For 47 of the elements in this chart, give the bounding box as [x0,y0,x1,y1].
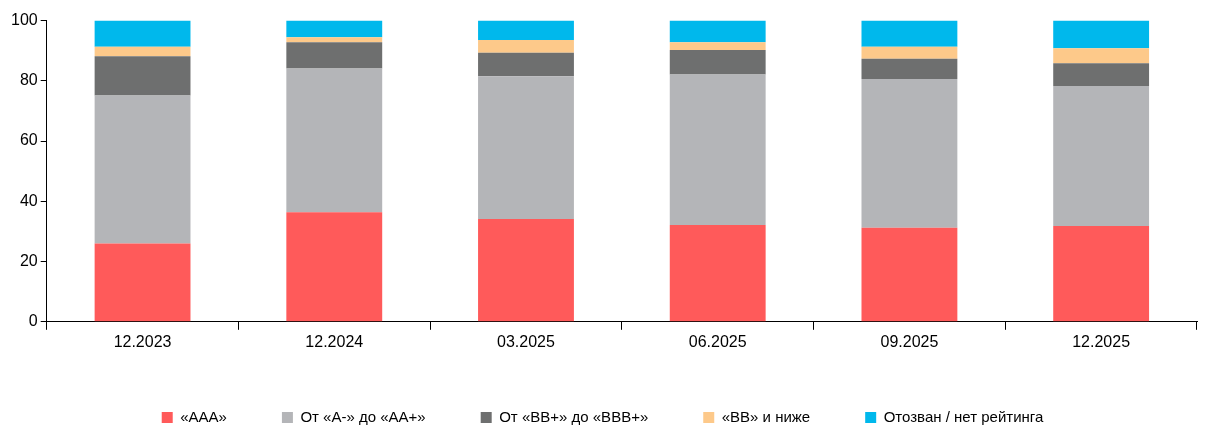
y-tick-label: 80 [19,71,38,89]
bar [478,219,574,322]
bar [861,46,958,59]
x-tick-label: 09.2025 [880,332,939,350]
x-tick-label: 12.2024 [305,332,364,350]
legend-label: От «BB+» до «BBB+» [499,407,649,425]
bar [286,20,383,38]
bar [861,20,958,47]
y-tick-label: 100 [10,11,38,29]
bar [478,76,574,220]
bar [669,42,766,51]
bar [861,58,958,80]
bar [669,225,766,322]
y-tick-label: 60 [19,131,38,149]
y-tick-label: 40 [19,191,38,209]
bar [286,212,383,322]
bar [94,20,191,47]
bar [94,46,191,57]
bar [94,243,191,322]
bar [861,227,958,322]
x-tick-label: 03.2025 [497,332,555,350]
bar [1053,63,1150,86]
legend-label: Отозван / нет рейтинга [883,407,1044,425]
x-tick-label: 06.2025 [688,332,747,350]
y-tick-label: 20 [19,251,38,269]
bar [1053,226,1150,322]
bar [1053,85,1150,227]
y-tick-label: 0 [28,312,38,330]
bar [1053,48,1150,64]
bar [1053,20,1150,49]
legend-label: От «A-» до «AA+» [300,407,426,425]
bar [669,20,766,43]
bar [669,74,766,226]
bar [94,95,191,244]
bar [286,42,383,69]
bar [94,56,191,96]
bar [286,37,383,43]
bar [669,50,766,75]
bar [478,52,574,77]
bar [478,39,574,53]
x-tick-label: 12.2023 [113,332,172,350]
x-tick-label: 12.2025 [1072,332,1131,350]
bar [861,79,958,228]
bar [286,68,383,213]
bar [478,20,574,40]
legend-label: «AAA» [180,407,227,425]
legend-label: «BB» и ниже [721,407,811,425]
